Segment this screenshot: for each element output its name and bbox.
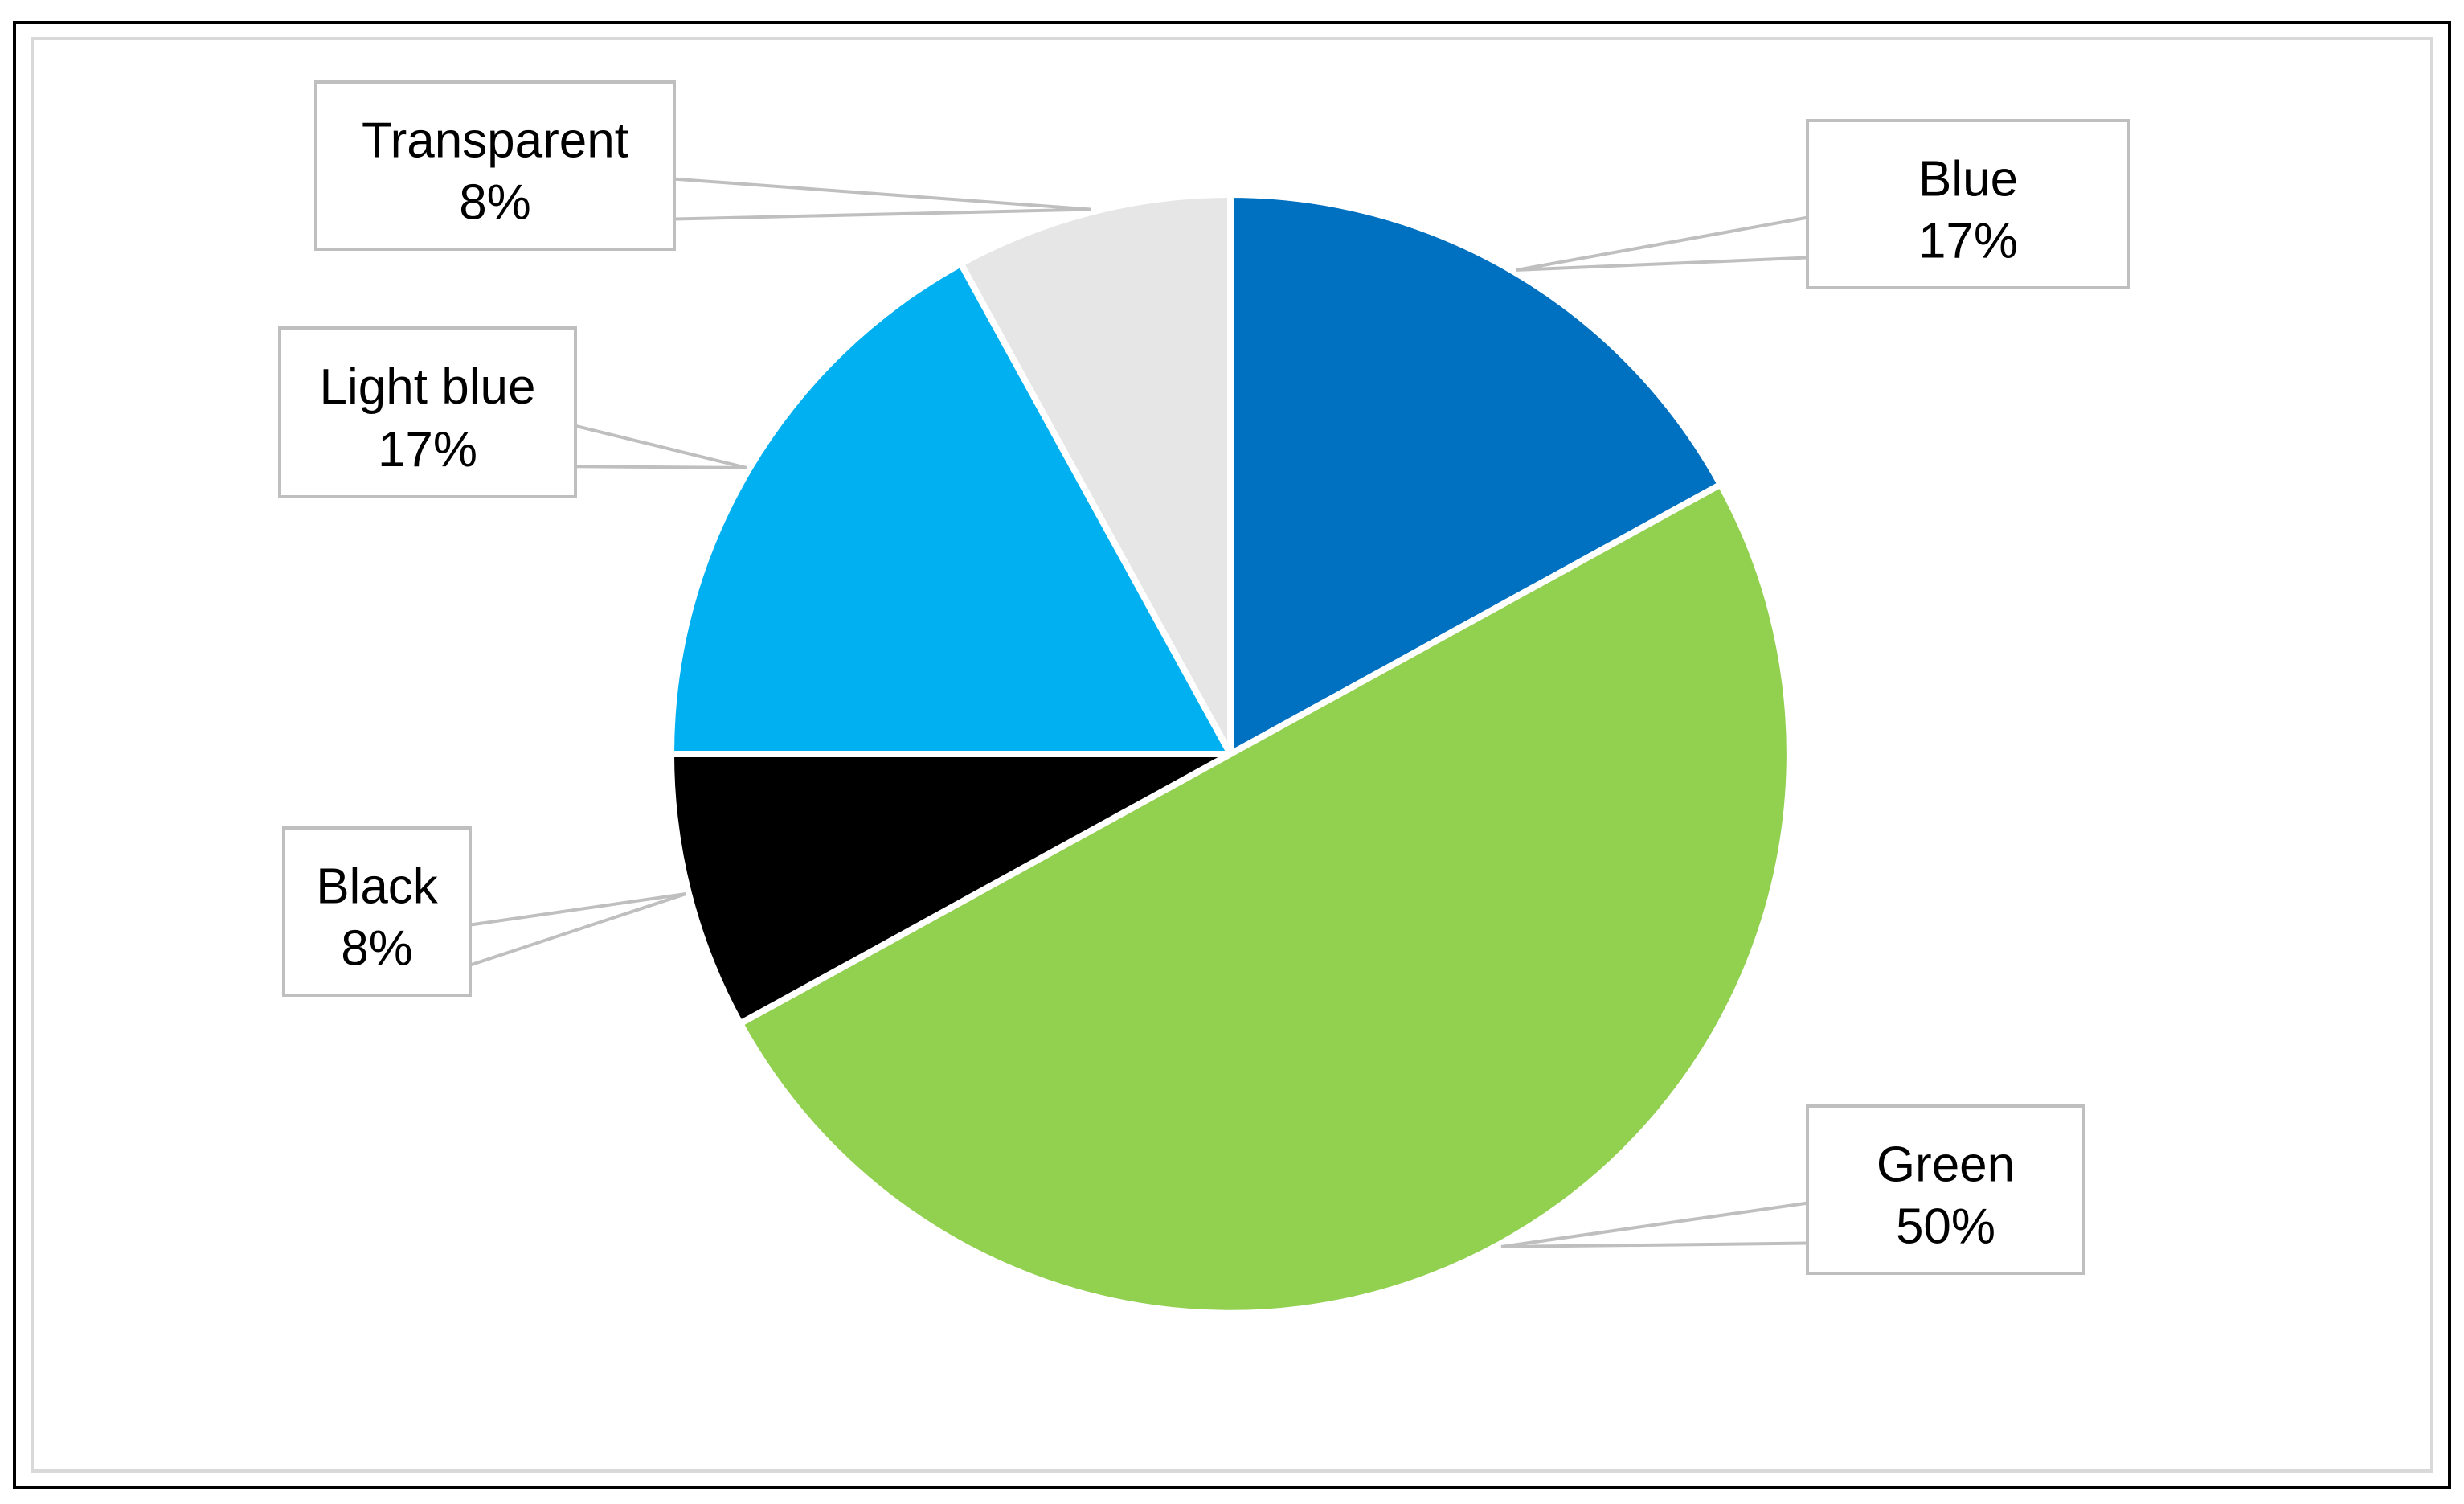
pie-slice-green xyxy=(737,481,1794,1317)
callout-transparent: Transparent 8% xyxy=(314,80,1091,251)
data-label-percentage: 8% xyxy=(341,920,413,976)
callout-black: Black 8% xyxy=(282,826,687,997)
data-label-percentage: 17% xyxy=(1918,213,2018,268)
callout-leader-line xyxy=(575,424,747,469)
callout-blue: Blue 17% xyxy=(1516,119,2130,289)
callout-box xyxy=(282,826,472,997)
pie-slice-blue xyxy=(1227,191,1724,757)
data-label-percentage: 50% xyxy=(1896,1199,1995,1254)
chart-area-border xyxy=(31,37,2433,1473)
callout-leader-line xyxy=(673,177,1091,221)
callout-light-blue: Light blue 17% xyxy=(278,326,747,498)
data-label-percentage: 17% xyxy=(378,422,477,477)
data-label-category: Black xyxy=(316,859,439,914)
data-label-callouts: Blue 17% Green 50% Black 8% Light blue 17% Trans… xyxy=(278,80,2130,1275)
data-label-category: Blue xyxy=(1918,151,2018,207)
callout-box xyxy=(1806,1104,2085,1275)
pie-slice-black xyxy=(668,751,1234,1027)
data-label-category: Light blue xyxy=(320,359,536,415)
data-label-category: Transparent xyxy=(362,113,628,168)
callout-leader-line xyxy=(1516,215,1808,272)
callout-box xyxy=(314,80,676,251)
callout-box xyxy=(1806,119,2130,289)
pie-slice-light-blue xyxy=(668,260,1234,757)
callout-leader-line xyxy=(469,891,687,967)
pie-slice-transparent xyxy=(957,191,1234,757)
callout-leader-line xyxy=(1500,1201,1808,1248)
data-label-category: Green xyxy=(1877,1137,2015,1192)
callout-green: Green 50% xyxy=(1500,1104,2085,1275)
pie-slices xyxy=(668,191,1794,1317)
data-label-percentage: 8% xyxy=(459,174,531,230)
callout-box xyxy=(278,326,577,498)
